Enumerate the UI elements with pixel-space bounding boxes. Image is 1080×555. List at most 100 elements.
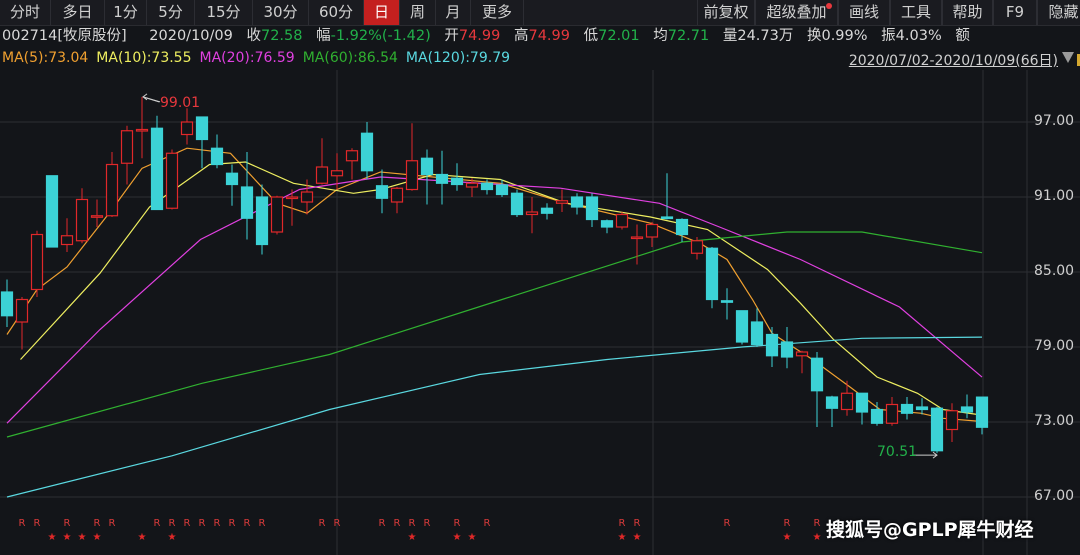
- candle[interactable]: [180, 108, 194, 145]
- candle[interactable]: [240, 152, 254, 240]
- marker-icon: [1077, 54, 1080, 66]
- candle[interactable]: [45, 175, 59, 248]
- period-tab-5[interactable]: 30分: [253, 0, 309, 25]
- candle[interactable]: [495, 179, 509, 198]
- candle[interactable]: [540, 203, 554, 220]
- candle-body: [570, 196, 584, 208]
- tool-button-1[interactable]: 超级叠加: [755, 0, 838, 25]
- candle[interactable]: [660, 173, 674, 220]
- period-tab-7[interactable]: 日: [364, 0, 400, 25]
- period-tab-4[interactable]: 15分: [195, 0, 253, 25]
- candle[interactable]: [210, 134, 224, 169]
- tool-button-4[interactable]: 帮助: [942, 0, 993, 25]
- candle[interactable]: [120, 125, 134, 185]
- candle[interactable]: [450, 163, 464, 191]
- price-extreme-label: 99.01: [160, 94, 201, 111]
- candle[interactable]: [735, 310, 749, 345]
- candle[interactable]: [60, 218, 74, 252]
- candle[interactable]: [630, 224, 644, 265]
- tool-button-3[interactable]: 工具: [890, 0, 942, 25]
- candle[interactable]: [480, 179, 494, 195]
- candle[interactable]: [150, 115, 164, 211]
- candle[interactable]: [435, 150, 449, 205]
- candle[interactable]: [780, 327, 794, 369]
- candle[interactable]: [795, 350, 809, 374]
- candle[interactable]: [840, 380, 854, 416]
- ma-legend-item: MA(20):76.59: [199, 50, 295, 66]
- candle[interactable]: [390, 187, 404, 214]
- r-marker: R: [334, 518, 341, 529]
- candle[interactable]: [585, 193, 599, 227]
- candle-body: [135, 128, 149, 132]
- candle-body: [900, 403, 914, 414]
- candle[interactable]: [930, 407, 944, 454]
- candle[interactable]: [30, 230, 44, 297]
- ma-legend: MA(5):73.04 MA(10):73.55 MA(20):76.59 MA(60…: [2, 48, 518, 68]
- period-tab-8[interactable]: 周: [400, 0, 436, 25]
- candle[interactable]: [465, 178, 479, 197]
- candle[interactable]: [945, 403, 959, 442]
- candle[interactable]: [0, 279, 14, 328]
- candle[interactable]: [870, 402, 884, 426]
- candle[interactable]: [105, 152, 119, 217]
- candle[interactable]: [510, 189, 524, 218]
- candle[interactable]: [75, 188, 89, 244]
- candle[interactable]: [915, 398, 929, 415]
- candle[interactable]: [645, 222, 659, 247]
- candle[interactable]: [135, 96, 149, 159]
- candle[interactable]: [570, 193, 584, 215]
- candle[interactable]: [360, 122, 374, 180]
- candle[interactable]: [165, 149, 179, 210]
- date-range-selector[interactable]: 2020/07/02-2020/10/09(66日): [848, 53, 1058, 69]
- candle[interactable]: [885, 397, 899, 426]
- candle[interactable]: [900, 397, 914, 420]
- period-tab-2[interactable]: 1分: [105, 0, 147, 25]
- period-tab-9[interactable]: 月: [436, 0, 471, 25]
- r-marker: R: [199, 518, 206, 529]
- candle[interactable]: [810, 352, 824, 427]
- candle[interactable]: [300, 179, 314, 215]
- candle[interactable]: [690, 237, 704, 260]
- dropdown-triangle-icon[interactable]: [1062, 52, 1074, 63]
- period-tab-3[interactable]: 5分: [147, 0, 195, 25]
- candle[interactable]: [315, 138, 329, 185]
- candle[interactable]: [765, 327, 779, 367]
- candle[interactable]: [615, 212, 629, 230]
- candle[interactable]: [90, 199, 104, 228]
- candle[interactable]: [330, 153, 344, 190]
- y-tick-label: 79.00: [1034, 338, 1075, 354]
- candle[interactable]: [255, 184, 269, 255]
- candle[interactable]: [525, 197, 539, 234]
- candle[interactable]: [420, 149, 434, 205]
- period-tab-1[interactable]: 多日: [51, 0, 105, 25]
- tool-button-2[interactable]: 画线: [838, 0, 890, 25]
- candle[interactable]: [600, 219, 614, 234]
- period-tab-6[interactable]: 60分: [309, 0, 364, 25]
- r-marker: R: [229, 518, 236, 529]
- candle-body: [750, 321, 764, 346]
- candle[interactable]: [15, 297, 29, 350]
- candle[interactable]: [750, 308, 764, 347]
- candle[interactable]: [375, 169, 389, 214]
- candle[interactable]: [345, 148, 359, 180]
- candle[interactable]: [270, 195, 284, 235]
- candle[interactable]: [705, 247, 719, 309]
- r-marker: R: [19, 518, 26, 529]
- period-tab-10[interactable]: 更多: [471, 0, 524, 25]
- candle[interactable]: [825, 395, 839, 427]
- tool-button-0[interactable]: 前复权: [697, 0, 755, 25]
- candle[interactable]: [405, 123, 419, 191]
- period-tab-0[interactable]: 分时: [0, 0, 51, 25]
- candle[interactable]: [960, 394, 974, 419]
- candle[interactable]: [675, 218, 689, 242]
- candle[interactable]: [225, 164, 239, 206]
- candle[interactable]: [720, 288, 734, 320]
- candle[interactable]: [555, 189, 569, 213]
- candle[interactable]: [855, 392, 869, 425]
- candle[interactable]: [285, 189, 299, 226]
- candle[interactable]: [195, 116, 209, 169]
- tool-button-6[interactable]: 隐藏: [1037, 0, 1080, 25]
- candle[interactable]: [975, 396, 989, 435]
- tool-button-5[interactable]: F9: [993, 0, 1037, 25]
